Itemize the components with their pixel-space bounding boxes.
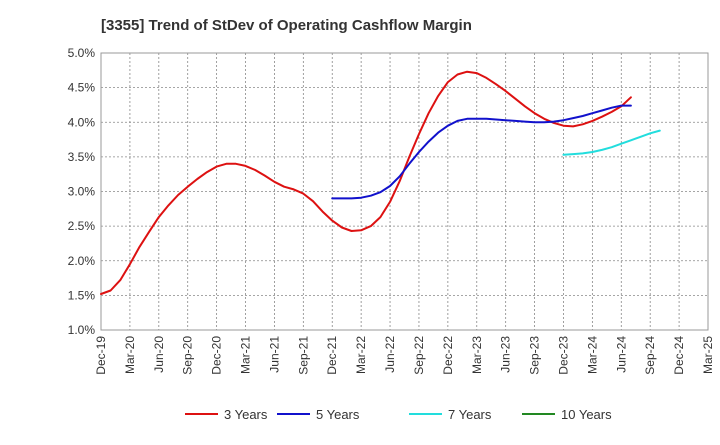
x-tick-label: Jun-21 — [267, 336, 281, 373]
x-tick-label: Mar-21 — [239, 336, 253, 374]
x-tick-label: Jun-20 — [152, 336, 166, 373]
y-tick-label: 3.0% — [68, 185, 96, 199]
plot-frame — [100, 52, 709, 331]
grid-layer — [101, 53, 708, 330]
x-tick-label: Sep-24 — [643, 336, 657, 375]
x-tick-label: Dec-21 — [325, 336, 339, 375]
x-tick-label: Sep-20 — [181, 336, 195, 375]
x-tick-label: Dec-23 — [556, 336, 570, 375]
x-tick-label: Jun-23 — [499, 336, 513, 373]
x-tick-label: Dec-22 — [441, 336, 455, 375]
y-tick-label: 3.5% — [68, 150, 96, 164]
series-line-3 — [562, 129, 661, 156]
y-tick-label: 2.5% — [68, 219, 96, 233]
x-tick-label: Dec-19 — [94, 336, 108, 375]
x-axis-ticks: Dec-19 Mar-20 Jun-20 Sep-20 Dec-20 Mar-21 Jun-… — [94, 336, 715, 375]
legend-label: 5 Years — [316, 407, 360, 422]
y-tick-label: 4.0% — [68, 115, 96, 129]
x-tick-label: Jun-22 — [383, 336, 397, 373]
x-tick-label: Dec-24 — [672, 336, 686, 375]
series-layer — [100, 70, 661, 295]
y-tick-label: 1.0% — [68, 323, 96, 337]
series-line-1 — [100, 70, 632, 295]
y-axis-ticks: 5.0% 4.5% 4.0% 3.5% 3.0% 2.5% 2.0% 1.5% 1.0% — [68, 46, 96, 337]
legend-label: 3 Years — [224, 407, 268, 422]
y-tick-label: 2.0% — [68, 254, 96, 268]
series-line-2 — [331, 104, 632, 200]
chart-title: [3355] Trend of StDev of Operating Cashf… — [101, 17, 472, 34]
y-tick-label: 5.0% — [68, 46, 96, 60]
x-tick-label: Sep-22 — [412, 336, 426, 375]
legend: 3 Years 5 Years 7 Years 10 Years — [185, 407, 612, 422]
x-tick-label: Mar-23 — [470, 336, 484, 374]
x-tick-label: Mar-25 — [701, 336, 715, 374]
x-tick-label: Sep-21 — [296, 336, 310, 375]
x-tick-label: Sep-23 — [528, 336, 542, 375]
x-tick-label: Mar-24 — [585, 336, 599, 374]
legend-label: 7 Years — [448, 407, 492, 422]
legend-label: 10 Years — [561, 407, 612, 422]
x-tick-label: Mar-20 — [123, 336, 137, 374]
y-tick-label: 1.5% — [68, 288, 96, 302]
x-tick-label: Jun-24 — [614, 336, 628, 373]
x-tick-label: Dec-20 — [210, 336, 224, 375]
y-tick-label: 4.5% — [68, 81, 96, 95]
x-tick-label: Mar-22 — [354, 336, 368, 374]
